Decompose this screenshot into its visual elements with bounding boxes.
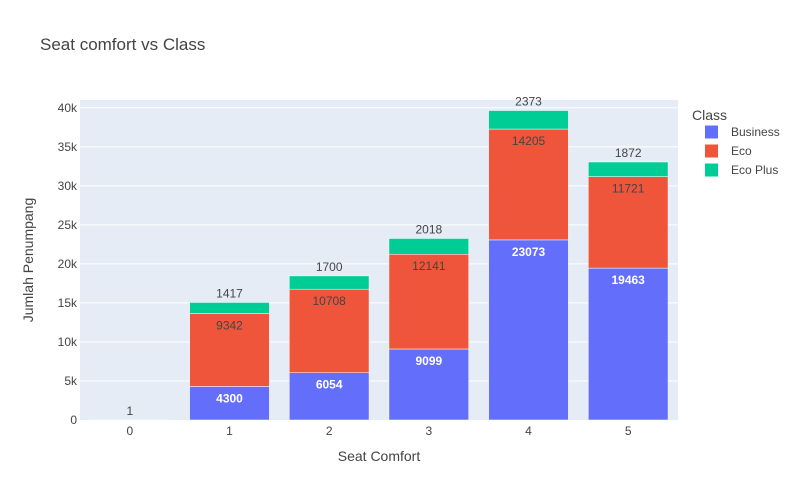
x-tick-label: 0 — [126, 424, 133, 438]
legend[interactable]: Class Business Eco Eco Plus — [692, 107, 780, 177]
x-tick-label: 1 — [226, 424, 233, 438]
y-tick-label: 35k — [58, 140, 78, 154]
grid-lines — [80, 107, 678, 382]
bar-value-label: 12141 — [412, 259, 446, 273]
bar-business[interactable] — [388, 348, 469, 421]
y-tick-label: 25k — [58, 218, 78, 232]
bar-eco-plus[interactable] — [588, 161, 669, 177]
y-axis-title: Jumlah Penumpang — [20, 198, 36, 323]
bar-value-label: 1872 — [615, 146, 642, 160]
bar-eco[interactable] — [488, 128, 569, 241]
bars[interactable] — [89, 110, 669, 421]
x-tick-label: 3 — [425, 424, 432, 438]
bar-value-label: 10708 — [312, 294, 346, 308]
x-tick-label: 5 — [625, 424, 632, 438]
bar-business[interactable] — [488, 239, 569, 421]
bar-value-label: 19463 — [611, 273, 645, 287]
bar-labels: 1 4300 9342 1417 6054 10708 1700 9099 12141 2018 2… — [126, 95, 645, 418]
legend-swatch[interactable] — [705, 125, 718, 139]
x-tick-label: 4 — [525, 424, 532, 438]
plot-area — [80, 100, 678, 420]
bar-eco-plus[interactable] — [289, 275, 370, 290]
x-axis-title: Seat Comfort — [338, 448, 421, 464]
x-axis-ticks: 0 1 2 3 4 5 — [126, 424, 631, 438]
bar-value-label: 6054 — [316, 378, 343, 392]
bar-eco-plus[interactable] — [488, 110, 569, 130]
legend-label[interactable]: Eco — [731, 144, 752, 158]
chart-title: Seat comfort vs Class — [40, 35, 205, 54]
legend-swatch[interactable] — [705, 163, 718, 177]
bar-value-label: 9099 — [415, 354, 442, 368]
bar-eco[interactable] — [588, 176, 669, 269]
y-tick-label: 20k — [58, 257, 78, 271]
bar-eco[interactable] — [388, 253, 469, 350]
bar-value-label: 9342 — [216, 319, 243, 333]
bar-eco-plus[interactable] — [189, 302, 270, 314]
bar-eco-plus[interactable] — [388, 238, 469, 255]
bar-value-label: 1700 — [316, 260, 343, 274]
bar-eco[interactable] — [289, 288, 370, 373]
bar-business[interactable] — [588, 267, 669, 421]
bar-value-label: 2373 — [515, 95, 542, 109]
legend-swatch[interactable] — [705, 144, 718, 158]
bar-value-label: 1417 — [216, 286, 243, 300]
bar-value-label: 23073 — [512, 245, 546, 259]
bar-value-label: 11721 — [612, 182, 645, 196]
y-axis-ticks: 0 5k 10k 15k 20k 25k 30k 35k 40k — [58, 101, 78, 427]
legend-label[interactable]: Eco Plus — [731, 163, 778, 177]
bar-value-label: 1 — [126, 404, 133, 418]
bar-eco[interactable] — [189, 313, 270, 387]
bar-value-label: 14205 — [512, 134, 546, 148]
legend-title: Class — [692, 107, 727, 123]
y-tick-label: 15k — [58, 296, 78, 310]
y-tick-label: 40k — [58, 101, 78, 115]
x-tick-label: 2 — [326, 424, 333, 438]
bar-value-label: 4300 — [216, 391, 243, 405]
bar-business[interactable] — [189, 386, 270, 421]
y-tick-label: 10k — [58, 335, 78, 349]
legend-label[interactable]: Business — [731, 125, 780, 139]
bar-business[interactable] — [289, 372, 370, 421]
y-tick-label: 5k — [64, 374, 78, 388]
bar-value-label: 2018 — [415, 222, 442, 236]
y-tick-label: 0 — [70, 413, 77, 427]
y-tick-label: 30k — [58, 179, 78, 193]
